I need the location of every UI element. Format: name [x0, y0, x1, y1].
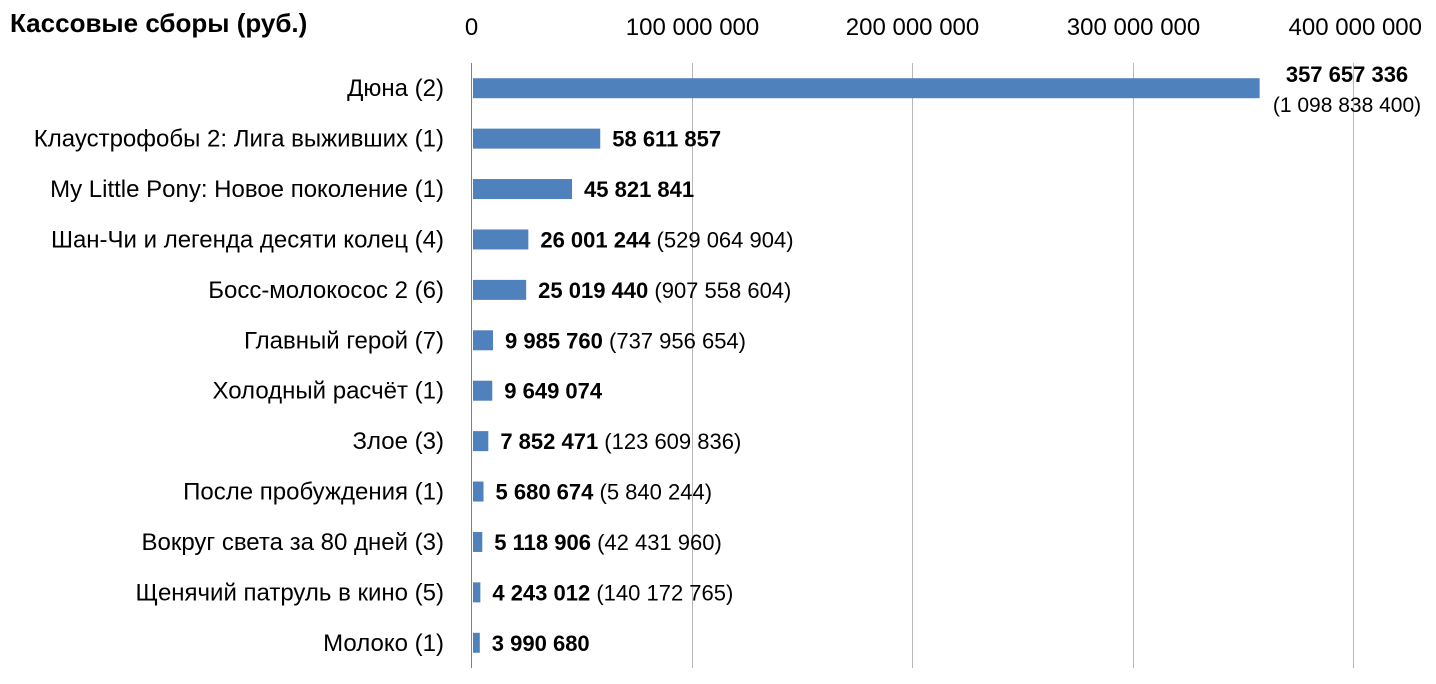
- bar-annotation: 9 985 760 (737 956 654): [505, 328, 746, 353]
- category-label: Главный герой (7): [244, 327, 444, 354]
- chart-title: Кассовые сборы (руб.): [10, 8, 308, 38]
- bar: [473, 179, 573, 200]
- value-label: 5 680 674: [496, 480, 595, 505]
- category-label: Босс-молокосос 2 (6): [208, 277, 444, 304]
- total-label: (5 840 244): [593, 480, 712, 505]
- value-label: 3 990 680: [492, 631, 590, 656]
- bar-annotation: 5 118 906 (42 431 960): [494, 530, 722, 555]
- value-label: 7 852 471: [500, 429, 598, 454]
- total-label: (737 956 654): [603, 328, 746, 353]
- x-tick-label: 300 000 000: [1067, 14, 1200, 41]
- bar-annotation: 25 019 440 (907 558 604): [538, 278, 791, 303]
- category-label: Молоко (1): [323, 630, 444, 657]
- category-labels: Дюна (2) Клаустрофобы 2: Лига выживших (1…: [34, 75, 444, 657]
- bars: [473, 78, 1260, 653]
- bar-annotation: 9 649 074: [504, 379, 603, 404]
- value-labels: 357 657 336 (1 098 838 400) 58 611 857 45 8…: [492, 62, 1421, 656]
- bar-annotation: 5 680 674 (5 840 244): [496, 480, 713, 505]
- category-label: Клаустрофобы 2: Лига выживших (1): [34, 126, 444, 153]
- x-tick-label: 0: [465, 14, 478, 41]
- bar: [473, 229, 529, 250]
- value-label: 26 001 244: [540, 227, 651, 252]
- value-label: 9 985 760: [505, 328, 603, 353]
- bar-annotation: 58 611 857: [612, 127, 721, 152]
- value-label: 5 118 906: [494, 530, 591, 555]
- bar-annotation: 26 001 244 (529 064 904): [540, 227, 793, 252]
- bar: [473, 481, 484, 502]
- x-tick-label: 400 000 000: [1289, 14, 1422, 41]
- bar: [473, 431, 489, 452]
- total-label: (140 172 765): [590, 580, 733, 605]
- category-label: После пробуждения (1): [183, 479, 444, 506]
- value-label: 9 649 074: [504, 379, 603, 404]
- total-label: (1 098 838 400): [1273, 94, 1421, 117]
- grid-lines: [471, 63, 1354, 668]
- category-label: Дюна (2): [347, 75, 444, 102]
- category-label: Злое (3): [353, 428, 444, 455]
- bar-annotation: 45 821 841: [584, 177, 694, 202]
- value-label: 58 611 857: [612, 127, 721, 152]
- bar: [473, 78, 1260, 99]
- category-label: Шан-Чи и легенда десяти колец (4): [51, 226, 444, 253]
- bar: [473, 279, 527, 300]
- x-tick-label: 100 000 000: [626, 14, 759, 41]
- bar-annotation: 4 243 012 (140 172 765): [492, 580, 733, 605]
- bar: [473, 582, 481, 603]
- x-axis-ticks: 0 100 000 000 200 000 000 300 000 000 400 00…: [465, 14, 1422, 41]
- bar-annotation: 3 990 680: [492, 631, 590, 656]
- bar: [473, 330, 494, 351]
- bar: [473, 531, 483, 552]
- category-label: My Little Pony: Новое поколение (1): [50, 176, 444, 203]
- total-label: (123 609 836): [598, 429, 741, 454]
- category-label: Вокруг света за 80 дней (3): [141, 529, 444, 556]
- bar: [473, 380, 493, 401]
- bar-annotation: 7 852 471 (123 609 836): [500, 429, 741, 454]
- total-label: (42 431 960): [591, 530, 722, 555]
- bar: [473, 632, 480, 653]
- x-tick-label: 200 000 000: [846, 14, 979, 41]
- category-label: Холодный расчёт (1): [212, 378, 444, 405]
- total-label: (907 558 604): [648, 278, 791, 303]
- value-label: 4 243 012: [492, 580, 590, 605]
- bar: [473, 128, 601, 149]
- value-label: 25 019 440: [538, 278, 648, 303]
- category-label: Щенячий патруль в кино (5): [135, 579, 444, 606]
- value-label: 45 821 841: [584, 177, 694, 202]
- value-label: 357 657 336: [1286, 62, 1408, 87]
- total-label: (529 064 904): [650, 227, 793, 252]
